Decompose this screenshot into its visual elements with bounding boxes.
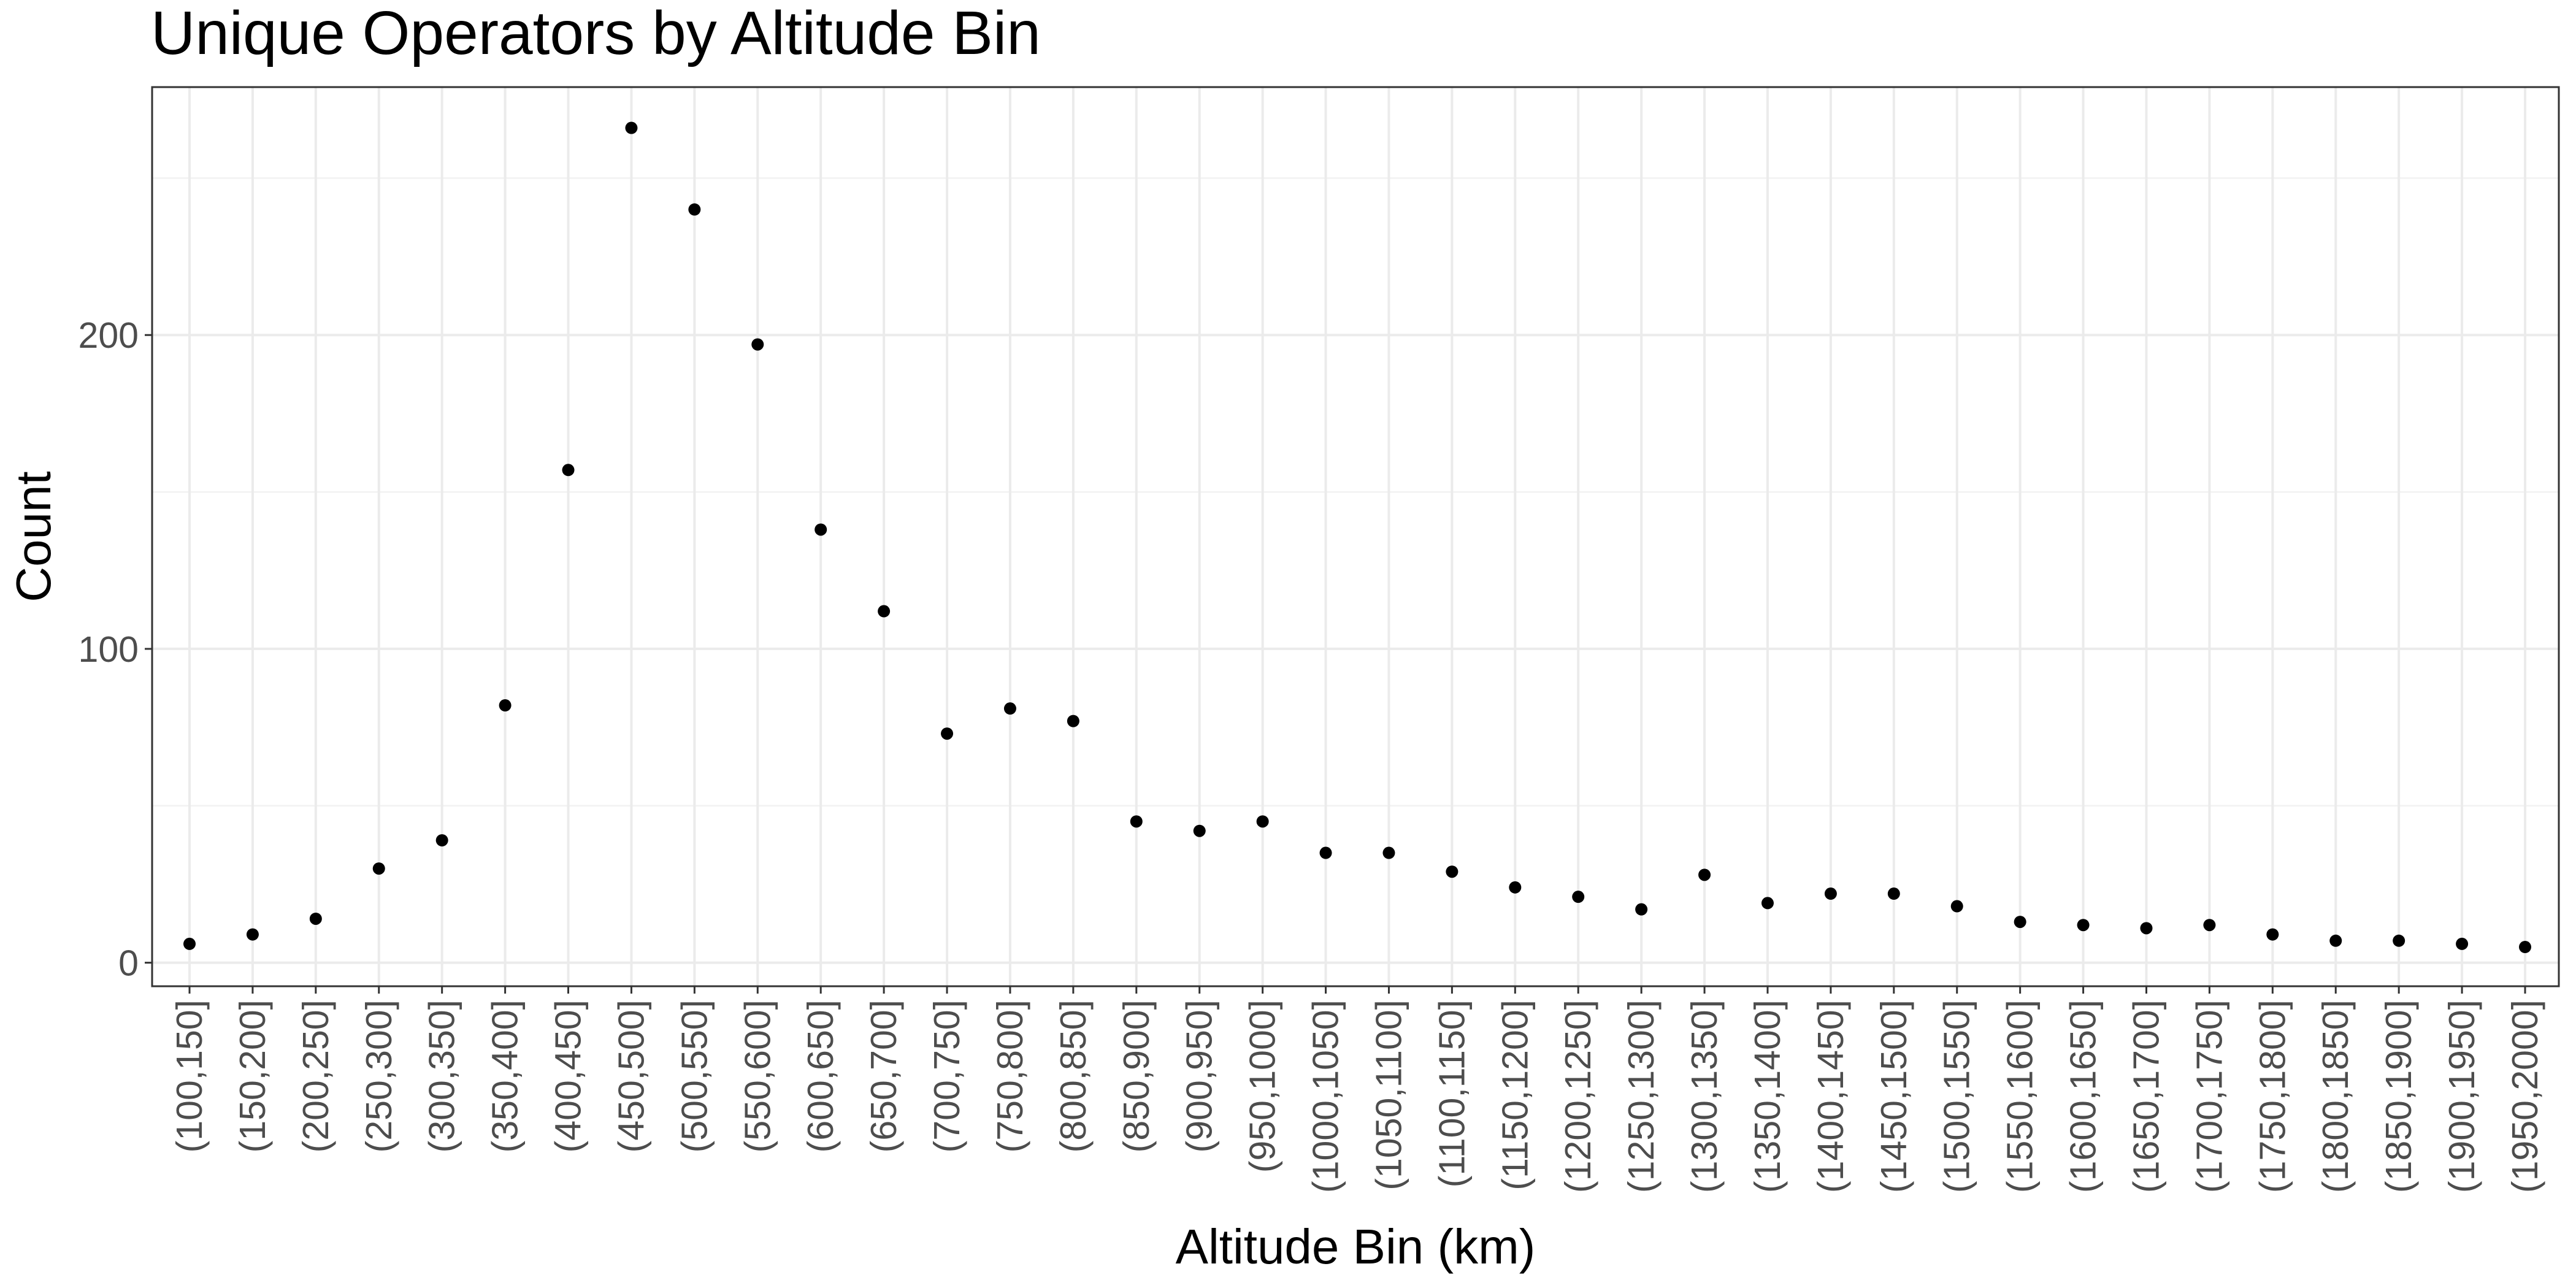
data-point	[2456, 937, 2469, 950]
y-tick-label: 0	[118, 943, 139, 984]
data-point	[1698, 868, 1711, 881]
x-tick-label: (1300,1350]	[1684, 1000, 1725, 1193]
x-tick-label: (250,300]	[359, 1000, 399, 1152]
data-point	[2077, 919, 2090, 932]
x-tick-label: (400,450]	[548, 1000, 589, 1152]
data-point	[1067, 715, 1079, 727]
data-point	[309, 912, 322, 925]
data-point	[1509, 881, 1522, 894]
x-tick-label: (100,150]	[169, 1000, 210, 1152]
x-tick-label: (1250,1300]	[1621, 1000, 1662, 1193]
x-tick-label: (1450,1500]	[1874, 1000, 1914, 1193]
data-point	[562, 464, 575, 477]
y-tick-label: 200	[79, 315, 139, 356]
data-point	[878, 605, 891, 618]
x-tick-label: (200,250]	[296, 1000, 336, 1152]
x-tick-label: (650,700]	[864, 1000, 904, 1152]
data-point	[2203, 919, 2216, 932]
data-point	[688, 203, 701, 216]
data-point	[941, 727, 954, 740]
x-tick-label: (1800,1850]	[2315, 1000, 2356, 1193]
x-tick-label: (850,900]	[1116, 1000, 1157, 1152]
x-tick-label: (1550,1600]	[2000, 1000, 2041, 1193]
data-point	[1193, 824, 1206, 837]
x-tick-label: (950,1000]	[1243, 1000, 1283, 1173]
x-tick-label: (1850,1900]	[2379, 1000, 2419, 1193]
data-point	[435, 834, 448, 847]
x-tick-label: (1050,1100]	[1368, 1000, 1409, 1190]
data-point	[1256, 815, 1269, 828]
data-point	[1446, 865, 1459, 878]
x-tick-label: (1350,1400]	[1747, 1000, 1788, 1193]
data-point	[2014, 916, 2026, 929]
data-point	[1003, 702, 1016, 715]
x-tick-label: (500,550]	[674, 1000, 715, 1152]
x-tick-label: (1650,1700]	[2126, 1000, 2166, 1193]
data-point	[1824, 887, 1837, 900]
x-tick-label: (350,400]	[485, 1000, 526, 1152]
x-tick-label: (600,650]	[800, 1000, 841, 1152]
data-point	[1382, 846, 1395, 859]
panel-border	[151, 86, 2560, 987]
x-tick-label: (1900,1950]	[2442, 1000, 2482, 1193]
data-point	[1887, 887, 1900, 900]
data-point	[183, 937, 196, 950]
x-tick-label: (1100,1150]	[1432, 1000, 1472, 1187]
data-points	[183, 121, 2531, 954]
x-tick-label: (750,800]	[990, 1000, 1030, 1152]
data-point	[815, 523, 827, 536]
x-tick-label: (1750,1800]	[2252, 1000, 2293, 1193]
x-tick-label: (1950,2000]	[2505, 1000, 2545, 1193]
x-tick-label: (150,200]	[232, 1000, 273, 1152]
data-point	[499, 699, 512, 712]
x-tick-label: (1200,1250]	[1558, 1000, 1598, 1193]
x-axis-title: Altitude Bin (km)	[1176, 1219, 1536, 1274]
data-point	[2393, 934, 2405, 947]
data-point	[372, 862, 385, 875]
x-tick-label: (700,750]	[927, 1000, 967, 1152]
x-tick-label: (450,500]	[611, 1000, 651, 1152]
x-tick-label: (550,600]	[737, 1000, 778, 1152]
data-point	[1635, 903, 1648, 916]
x-tick-label: (1700,1750]	[2189, 1000, 2229, 1193]
x-tick-label: (1150,1200]	[1495, 1000, 1535, 1190]
data-point	[1761, 897, 1774, 910]
axes: 0 100 200 (100,150] (150,200] (200,250] (250,3…	[79, 315, 2545, 1193]
x-tick-label: (900,950]	[1179, 1000, 1220, 1152]
x-tick-label: (1500,1550]	[1937, 1000, 1977, 1193]
data-point	[1130, 815, 1143, 828]
x-tick-label: (800,850]	[1053, 1000, 1094, 1152]
x-tick-label: (1400,1450]	[1811, 1000, 1851, 1193]
x-tick-label: (300,350]	[422, 1000, 462, 1152]
data-point	[2140, 922, 2153, 935]
x-tick-label: (1000,1050]	[1306, 1000, 1346, 1193]
data-point	[1572, 891, 1585, 903]
x-tick-label: (1600,1650]	[2063, 1000, 2104, 1193]
y-tick-label: 100	[79, 629, 139, 670]
data-point	[751, 338, 764, 351]
chart-title: Unique Operators by Altitude Bin	[151, 0, 1041, 67]
data-point	[2266, 928, 2279, 941]
data-point	[2329, 934, 2342, 947]
data-point	[2519, 941, 2531, 954]
data-point	[246, 928, 259, 941]
data-point	[1319, 846, 1332, 859]
data-point	[1950, 900, 1963, 913]
y-axis-title: Count	[6, 471, 61, 602]
data-point	[625, 121, 638, 134]
